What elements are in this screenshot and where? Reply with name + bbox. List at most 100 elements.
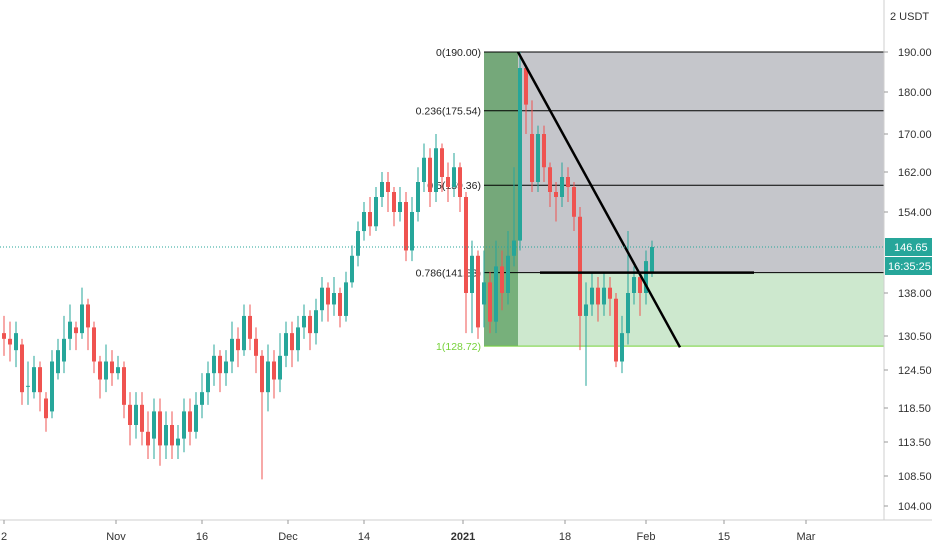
candle-body (32, 367, 36, 393)
candle-body (188, 411, 192, 432)
fib-lower-zone (484, 272, 884, 347)
candle-body (464, 197, 468, 293)
candle-body (302, 315, 306, 328)
candle-body (284, 333, 288, 356)
candle-body (314, 310, 318, 334)
time-axis[interactable]: 2 Nov 16 Dec 14 2021 18 Feb 15 Mar (0, 519, 932, 543)
candle-body (494, 266, 498, 322)
candle-body (374, 197, 378, 227)
drawings-layer[interactable] (516, 51, 754, 348)
last-price-label: 146.65 (894, 242, 928, 254)
time-tick-label: Nov (106, 531, 126, 543)
candle-body (410, 212, 414, 251)
candle-body (140, 404, 144, 432)
candle-body (260, 355, 264, 393)
candle-body (542, 134, 546, 168)
candle-body (632, 277, 636, 293)
candle-body (356, 231, 360, 256)
candle-body (482, 282, 486, 305)
time-tick-label: 16 (196, 531, 208, 543)
price-tick-label: 118.50 (898, 403, 931, 415)
fibonacci-retracement[interactable]: 0(190.00)0.236(175.54)0.5(159.36)0.786(1… (416, 47, 884, 353)
candle-body (584, 304, 588, 316)
price-tick-label: 108.50 (898, 471, 932, 483)
candle-body (350, 255, 354, 283)
time-tick-label: Mar (797, 531, 816, 543)
price-tick-label: 170.00 (898, 129, 932, 141)
candle-body (470, 255, 474, 293)
candle-body (476, 255, 480, 328)
candle-body (68, 321, 72, 339)
candle-body (200, 392, 204, 405)
candle-body (512, 240, 516, 256)
price-tick-label: 104.00 (898, 501, 932, 513)
candle-body (518, 68, 522, 241)
candle-body (362, 212, 366, 232)
candle-body (416, 182, 420, 212)
candle-body (74, 327, 78, 334)
countdown-label: 16:35:25 (888, 261, 931, 273)
time-tick-label: 2 (1, 531, 7, 543)
candle-body (62, 338, 66, 362)
candle-body (380, 182, 384, 197)
candle-body (650, 247, 654, 272)
time-tick-label: 14 (358, 531, 370, 543)
candle-body (548, 167, 552, 192)
price-tick-label: 154.00 (898, 207, 932, 219)
candle-body (2, 333, 6, 339)
price-axis[interactable]: 2 USDT 190.00 180.00 170.00 162.00 154.00 138… (883, 0, 932, 520)
candle-body (344, 282, 348, 316)
candle-body (638, 277, 642, 293)
candle-body (326, 287, 330, 305)
candle-body (434, 148, 438, 192)
currency-label: 2 USDT (890, 11, 929, 23)
price-tick-label: 130.50 (898, 331, 932, 343)
price-tick-label: 190.00 (898, 47, 932, 59)
candle-body (338, 293, 342, 316)
candle-body (500, 266, 504, 293)
candle-body (20, 344, 24, 393)
candle-body (206, 373, 210, 393)
candle-body (458, 167, 462, 197)
candle-body (242, 315, 246, 351)
candle-body (272, 361, 276, 380)
candles-layer (2, 52, 654, 480)
candle-body (422, 157, 426, 182)
price-tick-label: 138.00 (898, 288, 932, 300)
candle-body (110, 361, 114, 374)
candle-body (392, 192, 396, 212)
candle-body (212, 355, 216, 374)
candle-body (398, 202, 402, 212)
candle-body (536, 134, 540, 182)
candle-body (224, 361, 228, 374)
candle-body (134, 404, 138, 425)
price-tick-label: 113.50 (898, 437, 931, 449)
candle-body (620, 333, 624, 362)
candle-body (428, 157, 432, 192)
candle-body (560, 177, 564, 197)
candle-body (14, 333, 18, 351)
price-tick-label: 180.00 (898, 87, 932, 99)
candle-body (524, 68, 528, 105)
fib-level-label: 0(190.00) (436, 47, 481, 59)
candle-body (38, 367, 42, 393)
fib-level-label: 1(128.72) (436, 341, 481, 353)
candle-body (530, 134, 534, 182)
candle-body (614, 298, 618, 362)
candle-body (644, 261, 648, 293)
candle-body (578, 216, 582, 316)
price-tick-label: 162.00 (898, 167, 932, 179)
candle-body (596, 287, 600, 305)
candle-body (332, 293, 336, 305)
candle-body (608, 287, 612, 299)
candle-body (236, 338, 240, 351)
trend-line[interactable] (516, 51, 682, 348)
candle-body (50, 361, 54, 412)
candle-body (386, 182, 390, 192)
time-tick-label: 18 (559, 531, 571, 543)
candle-body (440, 148, 444, 177)
candle-body (248, 315, 252, 339)
time-tick-label: Dec (278, 531, 298, 543)
